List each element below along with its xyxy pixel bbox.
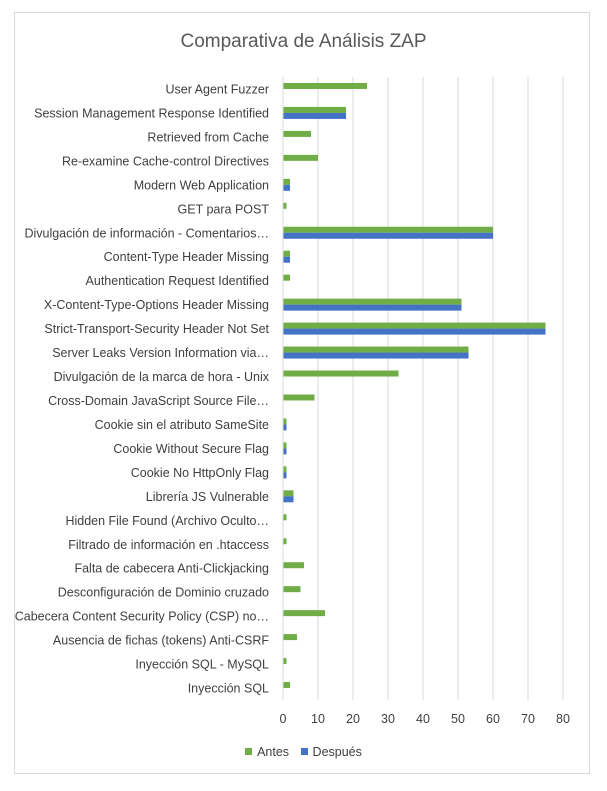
- category-label-9: Authentication Request Identified: [86, 274, 270, 288]
- bar-despues-8: [283, 256, 290, 263]
- bar-antes-18: [283, 490, 294, 497]
- category-label-8: Content-Type Header Missing: [104, 250, 269, 264]
- legend-item-despues: Después: [300, 744, 362, 759]
- category-label-14: Cross-Domain JavaScript Source File…: [48, 394, 269, 408]
- category-labels: User Agent Fuzzer Session Management Resp…: [15, 82, 270, 695]
- bar-antes-25: [283, 658, 287, 665]
- bar-antes-15: [283, 418, 287, 425]
- bar-despues-15: [283, 424, 287, 431]
- bar-antes-20: [283, 538, 287, 545]
- legend-label-despues: Después: [312, 744, 362, 759]
- category-label-16: Cookie Without Secure Flag: [113, 442, 269, 456]
- gridlines: [317, 77, 564, 700]
- category-label-22: Desconfiguración de Dominio cruzado: [58, 586, 269, 600]
- x-tick-label-60: 60: [486, 712, 500, 726]
- bar-antes-3: [283, 130, 311, 137]
- category-label-18: Librería JS Vulnerable: [146, 490, 269, 504]
- x-tick-label-20: 20: [346, 712, 360, 726]
- x-tick-label-10: 10: [311, 712, 325, 726]
- category-label-11: Strict-Transport-Security Header Not Set: [44, 322, 269, 336]
- bar-antes-22: [283, 586, 301, 593]
- x-axis-tick-labels: 0 10 20 30 40 50 60 70 80: [280, 712, 570, 726]
- bar-antes-11: [283, 322, 546, 329]
- category-label-10: X-Content-Type-Options Header Missing: [44, 298, 269, 312]
- category-label-7: Divulgación de información - Comentarios…: [24, 226, 269, 240]
- category-label-12: Server Leaks Version Information via…: [52, 346, 269, 360]
- bar-despues-7: [283, 232, 493, 239]
- bar-antes-13: [283, 370, 399, 377]
- bar-despues-10: [283, 304, 462, 311]
- category-label-25: Inyección SQL - MySQL: [135, 658, 269, 672]
- bar-antes-14: [283, 394, 315, 401]
- x-tick-label-80: 80: [556, 712, 570, 726]
- x-tick-label-30: 30: [381, 712, 395, 726]
- bar-despues-18: [283, 496, 294, 503]
- category-label-5: Modern Web Application: [134, 178, 269, 192]
- bar-despues-11: [283, 328, 546, 335]
- bar-antes-10: [283, 298, 462, 305]
- bar-antes-23: [283, 610, 325, 617]
- bar-antes-17: [283, 466, 287, 473]
- category-label-3: Retrieved from Cache: [147, 130, 269, 144]
- bar-antes-16: [283, 442, 287, 449]
- legend-label-antes: Antes: [257, 744, 290, 759]
- category-label-23: Cabecera Content Security Policy (CSP) n…: [15, 610, 269, 624]
- chart-frame: [14, 12, 590, 774]
- bar-despues-17: [283, 472, 287, 479]
- bars: [283, 82, 546, 689]
- x-tick-label-70: 70: [521, 712, 535, 726]
- category-label-21: Falta de cabecera Anti-Clickjacking: [74, 562, 269, 576]
- legend-swatch-despues: [300, 748, 308, 755]
- category-label-26: Inyección SQL: [188, 682, 269, 696]
- category-label-4: Re-examine Cache-control Directives: [62, 154, 269, 168]
- category-label-1: User Agent Fuzzer: [165, 82, 269, 96]
- category-label-17: Cookie No HttpOnly Flag: [131, 466, 269, 480]
- bar-antes-24: [283, 634, 297, 641]
- x-tick-label-50: 50: [451, 712, 465, 726]
- bar-antes-9: [283, 274, 290, 281]
- category-label-15: Cookie sin el atributo SameSite: [95, 418, 269, 432]
- category-label-24: Ausencia de fichas (tokens) Anti-CSRF: [53, 634, 269, 648]
- bar-antes-19: [283, 514, 287, 521]
- category-label-20: Filtrado de información en .htaccess: [68, 538, 269, 552]
- legend-item-antes: Antes: [245, 745, 289, 759]
- bar-antes-8: [283, 250, 290, 257]
- category-label-6: GET para POST: [178, 202, 270, 216]
- chart-title: Comparativa de Análisis ZAP: [180, 31, 427, 52]
- category-label-19: Hidden File Found (Archivo Oculto…: [65, 514, 269, 528]
- category-label-13: Divulgación de la marca de hora - Unix: [54, 370, 270, 384]
- category-label-2: Session Management Response Identified: [34, 106, 269, 120]
- bar-antes-12: [283, 346, 469, 353]
- bar-antes-4: [283, 154, 318, 161]
- legend: Antes Después: [0, 744, 607, 759]
- bar-despues-5: [283, 184, 290, 191]
- bar-antes-26: [283, 682, 290, 689]
- bar-despues-16: [283, 448, 287, 455]
- bar-antes-1: [283, 82, 367, 89]
- bar-antes-21: [283, 562, 304, 569]
- x-tick-label-0: 0: [280, 712, 287, 726]
- bar-antes-7: [283, 226, 493, 233]
- legend-swatch-antes: [245, 748, 253, 755]
- bar-antes-2: [283, 106, 346, 113]
- x-tick-label-40: 40: [416, 712, 430, 726]
- bar-antes-5: [283, 178, 290, 185]
- bar-despues-12: [283, 352, 469, 359]
- bar-despues-2: [283, 112, 346, 119]
- bar-antes-6: [283, 202, 287, 209]
